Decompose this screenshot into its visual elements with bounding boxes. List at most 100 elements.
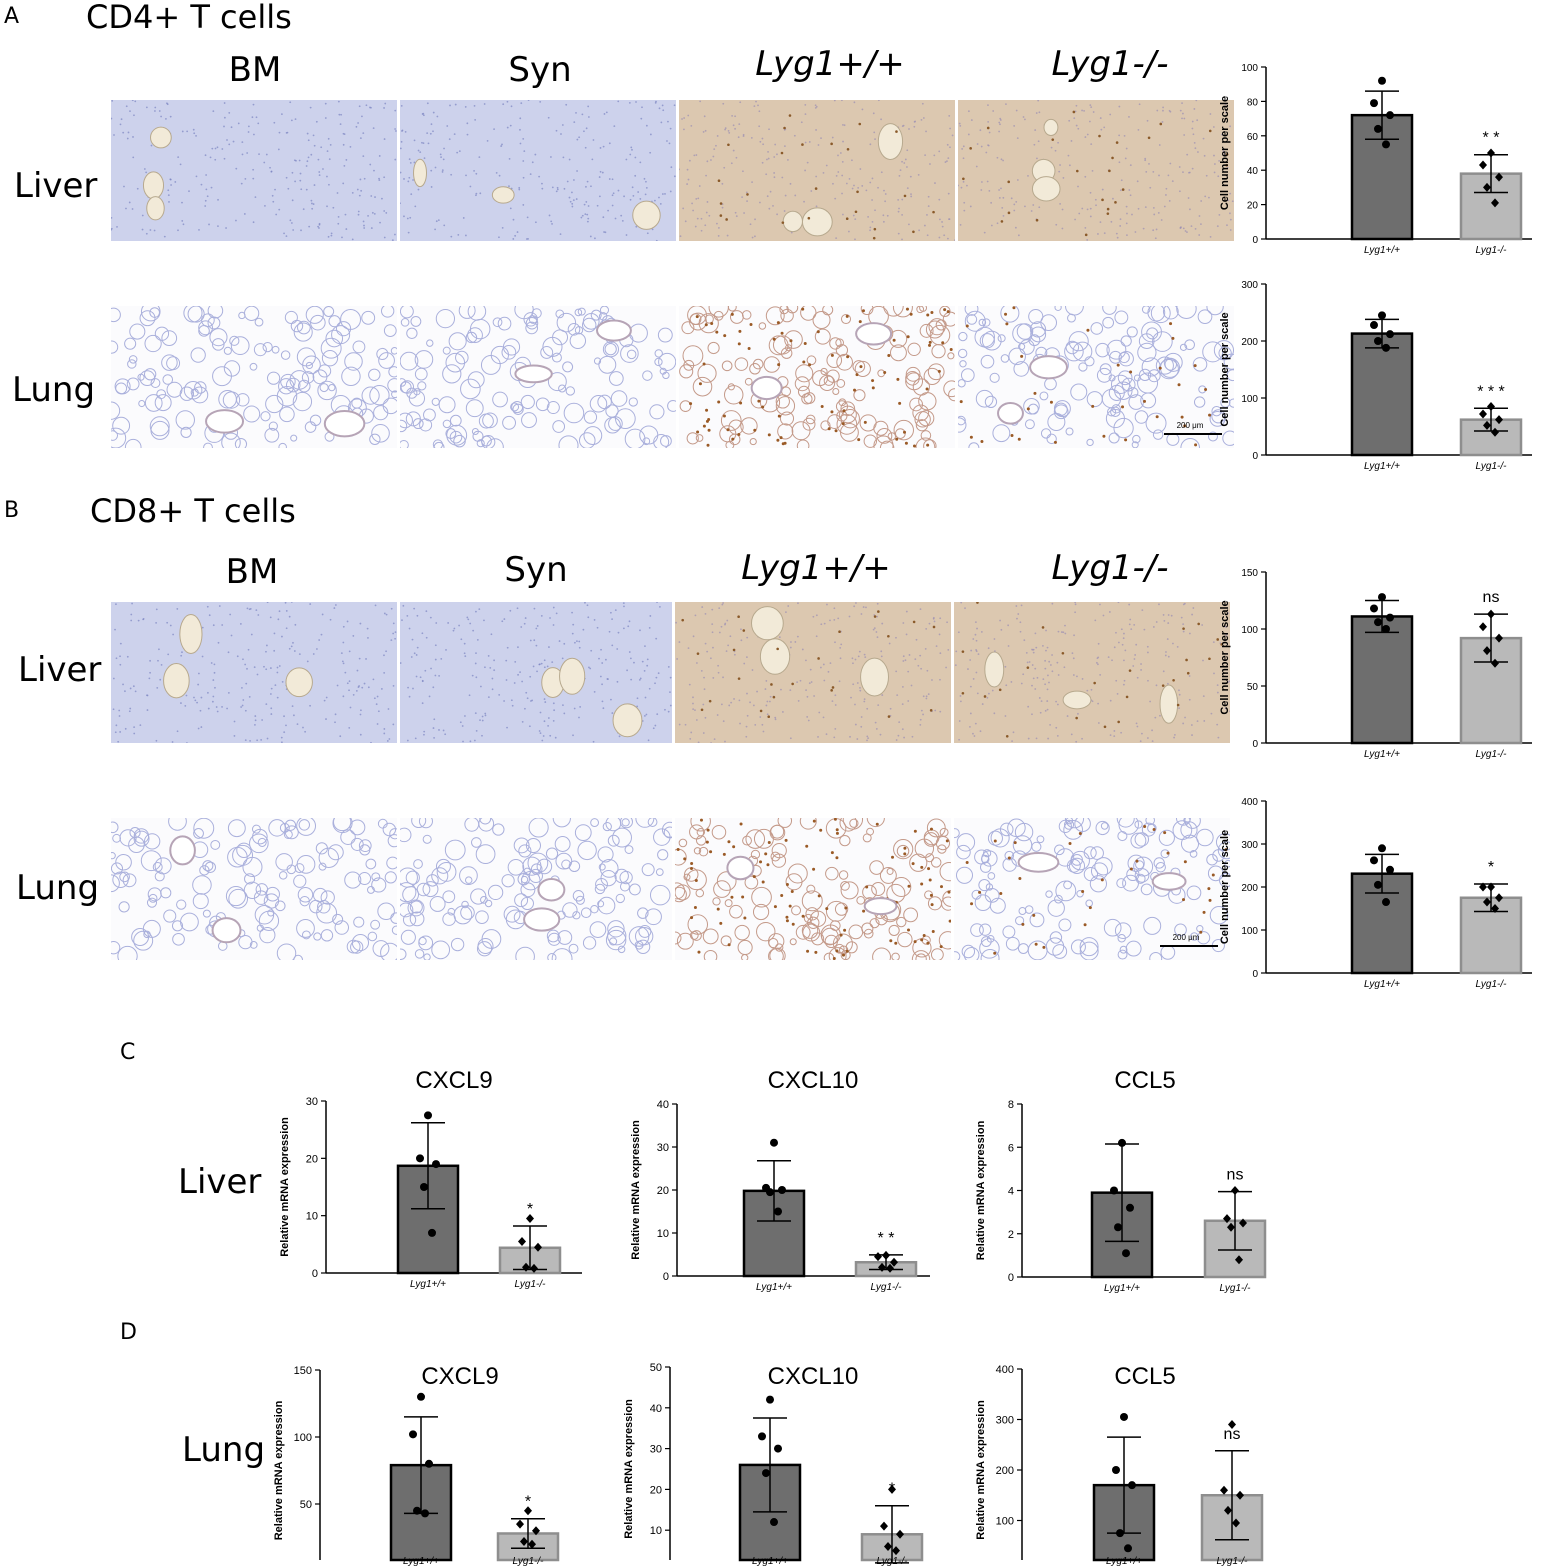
y-tick-label: 50 xyxy=(1247,682,1259,693)
data-point xyxy=(1487,882,1495,892)
x-tick-label: Lyg1+/+ xyxy=(403,1556,439,1567)
column-header-syn: Syn xyxy=(508,50,572,90)
y-axis-label: Relative mRNA expression xyxy=(975,1120,987,1260)
data-point xyxy=(522,1262,530,1272)
y-tick-label: 300 xyxy=(1241,280,1258,291)
y-tick-label: 300 xyxy=(996,1415,1014,1427)
row-label-lung: Lung xyxy=(12,370,96,410)
data-point xyxy=(524,1506,532,1516)
significance-label: * * * xyxy=(1477,383,1505,400)
data-point xyxy=(770,1518,778,1527)
chart-A_lung: 0 100 200 300 Cell number per scale Lyg1+/+ * … xyxy=(1219,280,1532,472)
data-point xyxy=(1479,622,1487,632)
chart-C_cxcl9: 0 10 20 30 Relative mRNA expression CXCL9 Lyg1… xyxy=(279,1067,582,1290)
y-tick-label: 100 xyxy=(294,1432,312,1444)
y-axis-label: Relative mRNA expression xyxy=(623,1399,635,1539)
y-axis-label: Relative mRNA expression xyxy=(273,1400,285,1540)
x-tick-label: Lyg1+/+ xyxy=(410,1279,446,1290)
data-point xyxy=(1386,111,1394,120)
y-axis-label: Relative mRNA expression xyxy=(975,1400,987,1540)
data-point xyxy=(888,1484,896,1494)
y-tick-label: 6 xyxy=(1008,1142,1014,1154)
significance-label: ns xyxy=(1227,1167,1244,1184)
column-header-lyg1-wt: Lyg1+/+ xyxy=(741,548,891,588)
data-point xyxy=(1114,1223,1122,1232)
chart-B_lung: 0 100 200 300 400 Cell number per scale Lyg1+/… xyxy=(1219,797,1532,990)
data-point xyxy=(1374,337,1382,345)
data-point xyxy=(416,1154,424,1163)
x-tick-label: Lyg1-/- xyxy=(1220,1283,1252,1294)
data-point xyxy=(530,1263,538,1273)
y-tick-label: 60 xyxy=(1247,132,1259,143)
data-point xyxy=(421,1509,429,1518)
data-point xyxy=(520,1537,528,1547)
data-point xyxy=(1382,343,1390,352)
y-tick-label: 40 xyxy=(650,1403,662,1415)
panel-letter-b: B xyxy=(4,498,20,523)
data-point xyxy=(880,1521,888,1531)
x-tick-label: Lyg1+/+ xyxy=(756,1282,792,1293)
micrograph-b-lung-bm xyxy=(111,818,397,960)
chart-title: CXCL9 xyxy=(421,1363,498,1390)
y-tick-label: 100 xyxy=(996,1516,1014,1528)
data-point xyxy=(528,1539,536,1549)
data-point xyxy=(1374,124,1382,133)
y-tick-label: 400 xyxy=(996,1364,1014,1376)
column-header-bm: BM xyxy=(228,50,282,90)
data-point xyxy=(1495,633,1503,643)
column-header-lyg1-ko: Lyg1-/- xyxy=(1051,44,1169,84)
data-point xyxy=(1487,148,1495,158)
data-point xyxy=(1491,658,1499,668)
chart-C_cxcl10: 0 10 20 30 40 Relative mRNA expression CXCL10 L… xyxy=(630,1067,930,1293)
y-tick-label: 30 xyxy=(650,1444,662,1456)
panel-letter-a: A xyxy=(4,4,20,29)
data-point xyxy=(420,1183,428,1191)
row-label-liver: Liver xyxy=(18,650,102,690)
y-tick-label: 2 xyxy=(1008,1229,1014,1241)
data-point xyxy=(425,1459,433,1468)
data-point xyxy=(1382,625,1390,633)
column-header-bm: BM xyxy=(225,552,279,592)
chart-title: CXCL9 xyxy=(415,1067,492,1094)
y-tick-label: 20 xyxy=(657,1185,669,1197)
data-point xyxy=(432,1160,440,1169)
data-point xyxy=(1120,1412,1128,1421)
data-point xyxy=(886,1263,894,1273)
y-tick-label: 80 xyxy=(1247,97,1259,108)
x-tick-label: Lyg1-/- xyxy=(1476,461,1508,472)
data-point xyxy=(1487,402,1495,412)
y-tick-label: 8 xyxy=(1008,1099,1014,1111)
y-tick-label: 200 xyxy=(996,1465,1014,1477)
data-point xyxy=(1378,593,1386,602)
data-point xyxy=(1483,646,1491,656)
micrograph-a-liver-syn xyxy=(400,100,676,241)
chart-title: CXCL10 xyxy=(768,1067,859,1094)
y-tick-label: 0 xyxy=(1008,1272,1014,1284)
data-point xyxy=(1491,904,1499,913)
data-point xyxy=(1231,1186,1239,1195)
y-axis-label: Cell number per scale xyxy=(1219,96,1231,210)
data-point xyxy=(774,1207,782,1216)
data-point xyxy=(1224,1505,1232,1515)
data-point xyxy=(1370,604,1378,613)
y-tick-label: 100 xyxy=(1241,625,1258,636)
micrograph-b-liver-lyg1-wt xyxy=(675,602,951,743)
data-point xyxy=(1124,1544,1132,1553)
x-tick-label: Lyg1-/- xyxy=(1476,245,1508,256)
y-tick-label: 10 xyxy=(657,1228,669,1240)
data-point xyxy=(890,1257,898,1267)
significance-label: * xyxy=(889,1481,895,1498)
data-point xyxy=(1483,420,1491,430)
y-tick-label: 10 xyxy=(650,1525,662,1537)
panel-letter-c: C xyxy=(120,1040,136,1065)
data-point xyxy=(1378,311,1386,320)
y-tick-label: 20 xyxy=(306,1153,318,1165)
chart-title: CCL5 xyxy=(1114,1363,1175,1390)
y-tick-label: 100 xyxy=(1241,63,1258,74)
x-tick-label: Lyg1+/+ xyxy=(1106,1556,1142,1567)
data-point xyxy=(1122,1249,1130,1258)
chart-D_cxcl10: 10 20 30 40 50 Relative mRNA expression CXCL10… xyxy=(623,1362,924,1567)
data-point xyxy=(1378,844,1386,853)
y-tick-label: 4 xyxy=(1008,1186,1014,1198)
data-point xyxy=(1386,613,1394,622)
